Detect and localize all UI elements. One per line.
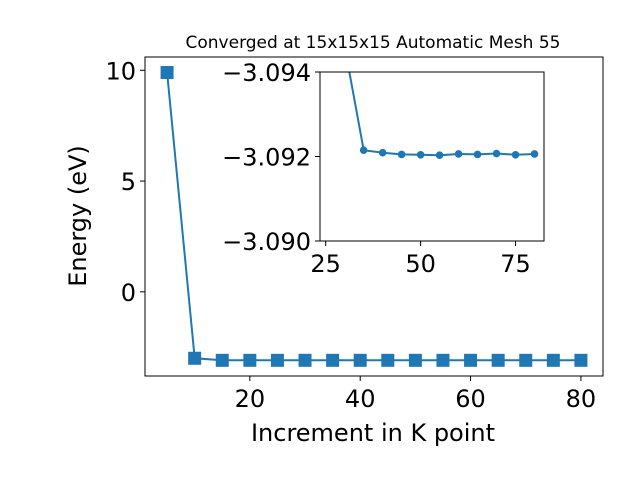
chart-title: Converged at 15x15x15 Automatic Mesh 55 bbox=[186, 33, 561, 53]
inset-data-point bbox=[511, 151, 520, 159]
inset-data-point bbox=[530, 150, 539, 158]
main-x-tick-label: 60 bbox=[455, 385, 486, 413]
inset-data-point bbox=[492, 149, 501, 158]
main-data-point bbox=[574, 353, 588, 367]
main-y-tick-label: 0 bbox=[121, 279, 136, 307]
main-x-ticks: 20 40 60 80 bbox=[235, 376, 597, 413]
main-x-tick-label: 80 bbox=[566, 385, 597, 413]
inset-data-point bbox=[359, 146, 368, 154]
inset-data-point bbox=[397, 150, 406, 159]
inset-y-tick-label: −3.094 bbox=[222, 59, 311, 87]
inset-y-tick-label: −3.092 bbox=[222, 144, 311, 172]
main-y-tick-label: 10 bbox=[105, 57, 136, 85]
main-data-point bbox=[215, 353, 229, 367]
main-data-point bbox=[243, 353, 257, 367]
inset-chart: 25 50 75 −3.094 −3.092 −3.090 bbox=[222, 59, 545, 278]
main-data-point bbox=[326, 353, 340, 367]
main-data-point bbox=[353, 353, 367, 367]
inset-data-point bbox=[473, 150, 482, 159]
inset-data-point bbox=[435, 151, 444, 160]
inset-y-tick-label: −3.090 bbox=[222, 228, 311, 256]
main-data-point bbox=[436, 353, 450, 367]
main-data-point bbox=[464, 353, 478, 367]
x-axis-label: Increment in K point bbox=[251, 419, 495, 447]
main-axes-frame bbox=[144, 56, 604, 377]
main-data-point bbox=[270, 353, 284, 367]
main-x-tick-label: 20 bbox=[235, 385, 266, 413]
main-data-point bbox=[160, 66, 174, 80]
main-data-point bbox=[188, 351, 202, 365]
inset-y-ticks: −3.094 −3.092 −3.090 bbox=[222, 59, 320, 256]
main-data-point bbox=[381, 353, 395, 367]
inset-data-point bbox=[378, 148, 387, 157]
main-data-point bbox=[519, 353, 533, 367]
main-y-ticks: 0 5 10 bbox=[105, 57, 145, 307]
inset-x-tick-label: 50 bbox=[405, 250, 436, 278]
main-data-point bbox=[491, 353, 505, 367]
main-series bbox=[160, 66, 588, 367]
inset-x-tick-label: 75 bbox=[500, 250, 531, 278]
main-chart: Converged at 15x15x15 Automatic Mesh 55 … bbox=[64, 33, 604, 447]
inset-data-point bbox=[454, 150, 463, 158]
main-data-point bbox=[408, 353, 422, 367]
main-y-tick-label: 5 bbox=[121, 168, 136, 196]
main-series-line bbox=[166, 72, 581, 362]
inset-series bbox=[348, 72, 539, 160]
inset-background bbox=[320, 72, 544, 241]
main-data-point bbox=[298, 353, 312, 367]
main-x-tick-label: 40 bbox=[345, 385, 376, 413]
inset-data-point bbox=[416, 151, 425, 159]
inset-x-tick-label: 25 bbox=[310, 250, 341, 278]
main-data-point bbox=[546, 353, 560, 367]
y-axis-label: Energy (eV) bbox=[64, 145, 92, 287]
inset-x-ticks: 25 50 75 bbox=[310, 241, 531, 278]
